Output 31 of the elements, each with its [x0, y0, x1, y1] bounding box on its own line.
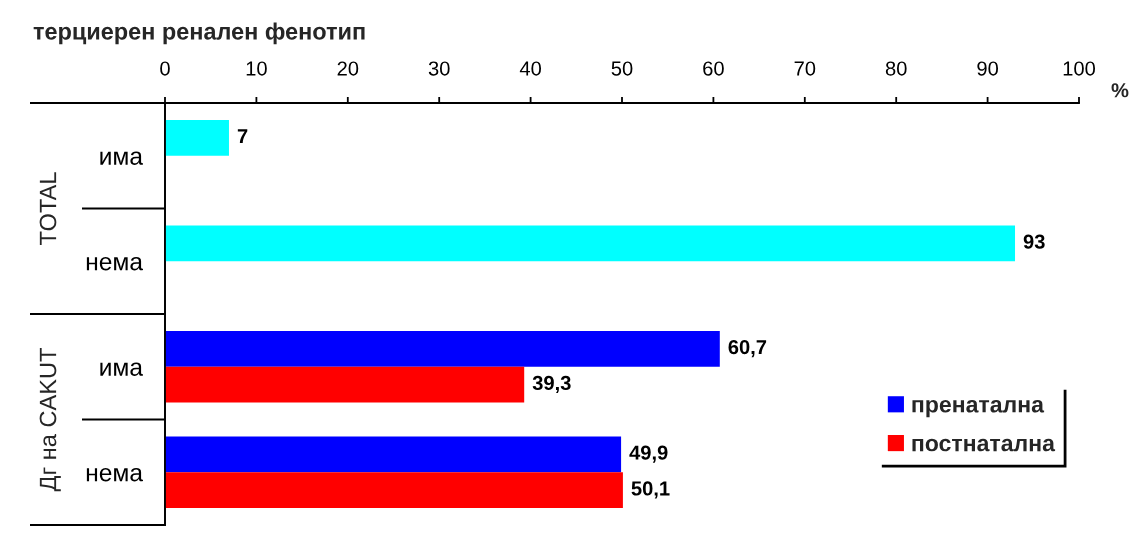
- legend-label: пренатална: [912, 399, 1045, 418]
- bar: [165, 366, 525, 403]
- bar: [165, 436, 622, 473]
- x-tick-label: 70: [794, 61, 816, 76]
- legend-label: постнатална: [912, 438, 1056, 452]
- x-tick-label: 10: [246, 61, 267, 76]
- x-tick-label: 60: [703, 61, 724, 76]
- chart-title: терциерен ренален фенотип: [33, 22, 365, 45]
- y-tick-label: има: [100, 362, 143, 376]
- x-tick-label: 80: [885, 61, 907, 76]
- y-tick-label: има: [100, 151, 143, 165]
- y-tick-label: нема: [86, 467, 143, 482]
- x-tick-label: 50: [611, 61, 633, 76]
- data-label: 39,3: [532, 375, 571, 394]
- x-tick-label: 40: [519, 61, 542, 76]
- x-tick-label: 0: [160, 61, 170, 76]
- y-tick-label: нема: [86, 256, 143, 271]
- x-tick-label: 30: [428, 61, 450, 76]
- x-tick-label: 100: [1063, 61, 1096, 76]
- y-axis-title: Дг на CAKUT: [39, 348, 61, 492]
- x-tick-label: 20: [337, 61, 359, 76]
- data-label: 7: [237, 129, 248, 144]
- data-label: 60,7: [728, 339, 767, 358]
- bar: [165, 472, 623, 509]
- x-tick-label: 90: [977, 61, 999, 76]
- y-axis-title: TOTAL: [39, 172, 57, 245]
- data-label: 50,1: [631, 481, 670, 499]
- x-axis-title: %: [1111, 83, 1129, 98]
- data-label: 93: [1023, 234, 1045, 249]
- data-label: 49,9: [629, 445, 668, 463]
- bar: [165, 330, 720, 367]
